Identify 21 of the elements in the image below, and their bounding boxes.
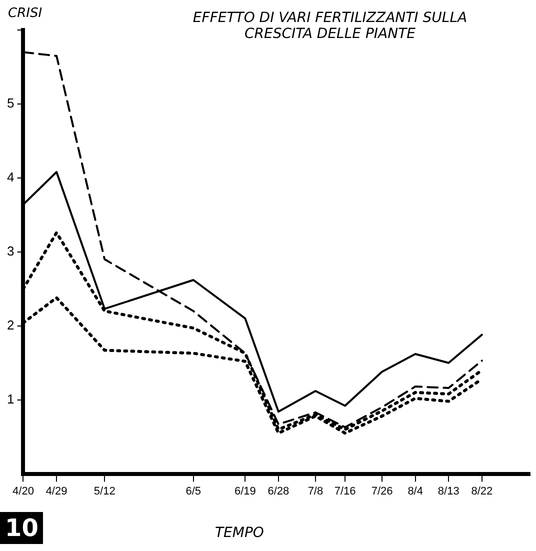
x-tick-label: 6/5 <box>186 485 202 498</box>
x-tick-label: 8/13 <box>438 485 460 498</box>
y-axis-title: CRISI <box>8 6 42 21</box>
y-tick-label: 3 <box>6 243 14 258</box>
x-tick-label: 6/19 <box>234 485 256 498</box>
y-tick-label: 1 <box>6 391 14 406</box>
chart-title: EFFETTO DI VARI FERTILIZZANTI SULLA CRESCITA DELLE PIANTE <box>192 10 468 42</box>
x-tick-label: 7/8 <box>308 485 324 498</box>
x-tick-label: 7/16 <box>334 485 356 498</box>
y-tick-label: 2 <box>6 317 14 332</box>
y-tick-label: 5 <box>6 96 14 111</box>
y-tick-label: 4 <box>6 170 14 185</box>
x-tick-label: 6/28 <box>268 485 290 498</box>
x-tick-label: 8/22 <box>471 485 493 498</box>
text: 10 <box>0 512 44 544</box>
x-tick-label: 7/26 <box>371 485 393 498</box>
x-axis-title: TEMPO <box>215 525 264 541</box>
x-tick-label: 5/12 <box>94 485 116 498</box>
x-tick-label: 8/4 <box>408 485 423 498</box>
x-tick-label: 4/29 <box>46 485 68 498</box>
x-tick-label: 4/20 <box>12 485 34 498</box>
